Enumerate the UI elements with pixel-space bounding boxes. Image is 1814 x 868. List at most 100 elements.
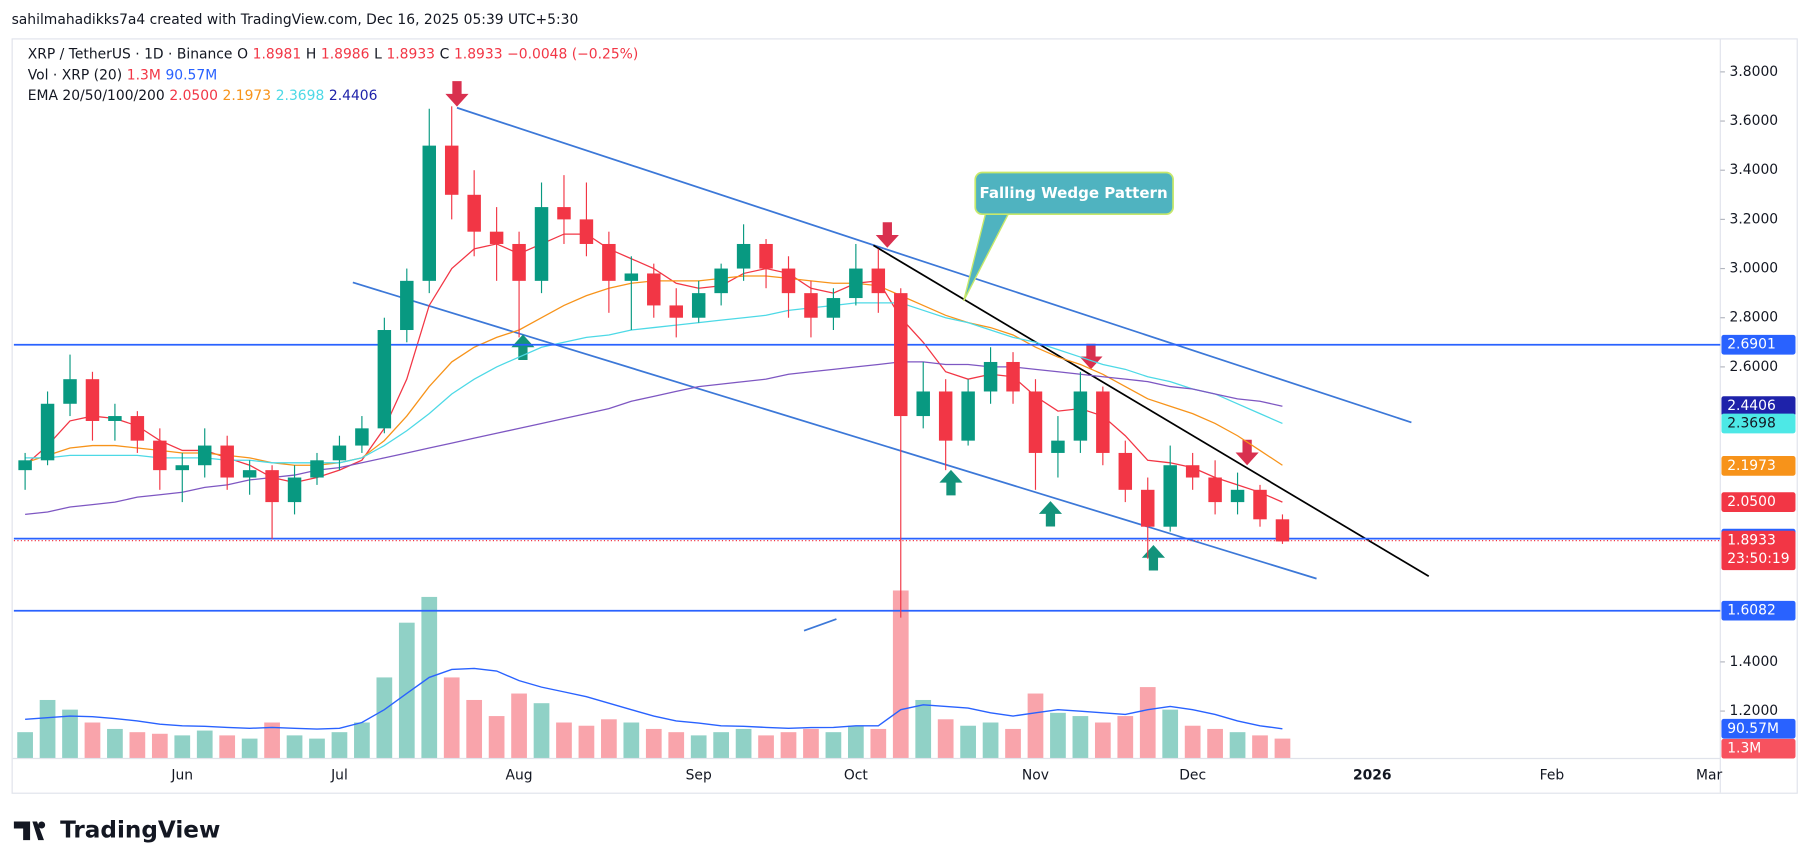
volume-bar	[174, 735, 191, 758]
candle-body	[489, 231, 504, 244]
ohlc-key: H	[306, 47, 316, 63]
legend-row: XRP / TetherUS · 1D · Binance O 1.8981 H 1.8…	[28, 47, 639, 63]
volume-bar	[107, 728, 123, 758]
y-tick-label: 3.4000	[1730, 162, 1779, 178]
volume-bar	[937, 719, 954, 758]
volume-bar	[219, 735, 236, 758]
volume-bar	[1162, 709, 1179, 758]
candle-body	[242, 470, 257, 478]
x-tick-label: Dec	[1179, 767, 1206, 783]
volume-bar	[915, 699, 932, 758]
ema-value: 2.0500	[169, 88, 218, 104]
volume-bar	[780, 732, 797, 758]
price-tag	[1721, 334, 1796, 355]
y-tick-label: 2.8000	[1730, 310, 1779, 326]
y-tick-label: 1.4000	[1730, 654, 1779, 670]
ohlc-key: C	[440, 47, 450, 63]
candle-body	[1006, 361, 1020, 392]
volume-bar	[241, 738, 258, 758]
price-tag	[1721, 413, 1796, 434]
candle-body	[1275, 519, 1290, 542]
price-tag-label: 2.3698	[1727, 415, 1776, 431]
x-tick-label: Feb	[1540, 767, 1565, 783]
candle-body	[130, 416, 145, 441]
volume-bar	[735, 728, 752, 758]
chart-frame	[11, 38, 1798, 794]
candle-body	[444, 145, 459, 195]
ohlc-value: 1.8933	[454, 47, 503, 63]
candle-body	[422, 145, 436, 281]
volume-bar	[466, 699, 483, 758]
candle-body	[602, 243, 616, 281]
price-tag-countdown: 23:50:19	[1727, 551, 1789, 567]
candle-body	[18, 460, 32, 471]
candle-body	[1141, 489, 1155, 527]
candle-body	[669, 305, 683, 318]
callout-text: Falling Wedge Pattern	[980, 184, 1168, 202]
candle-body	[153, 440, 167, 471]
volume-bar	[623, 722, 640, 758]
volume-bar	[151, 733, 168, 758]
candle-body	[377, 330, 392, 429]
x-tick-label: 2026	[1353, 767, 1392, 783]
candle-body	[916, 391, 930, 417]
candle-body	[826, 298, 841, 318]
volume-bar	[825, 732, 842, 758]
ema-line	[25, 302, 1283, 464]
volume-bar	[668, 732, 685, 758]
candle-body	[220, 445, 234, 478]
credit: sahilmahadikks7a4 created with TradingVi…	[12, 12, 579, 28]
volume-bar	[1005, 728, 1021, 758]
pattern-callout: Falling Wedge Pattern	[963, 171, 1174, 302]
x-tick-label: Mar	[1696, 767, 1722, 783]
price-tag-label: 2.6901	[1727, 337, 1776, 353]
y-tick-label: 3.0000	[1730, 261, 1779, 277]
volume-label: Vol · XRP (20)	[28, 67, 122, 83]
volume-bar	[1027, 693, 1044, 758]
price-tag-label: 2.1973	[1727, 458, 1776, 474]
candle-body	[871, 268, 886, 294]
y-tick-label: 1.2000	[1730, 703, 1779, 719]
candle-body	[1185, 465, 1200, 478]
candle-body	[175, 465, 190, 471]
candle-body	[961, 391, 975, 441]
x-tick-label: Oct	[844, 767, 869, 783]
volume-bar	[601, 719, 617, 758]
price-tag-label: 2.4406	[1727, 398, 1776, 414]
volume-bar	[803, 728, 819, 758]
volume-bar	[1094, 722, 1111, 758]
candle-body	[1230, 489, 1245, 503]
footer-logo: TradingView	[13, 817, 220, 843]
volume-bar	[354, 722, 370, 758]
symbol: XRP / TetherUS · 1D · Binance	[28, 47, 233, 63]
volume-ma-line	[25, 667, 1283, 730]
volume-bar	[1117, 716, 1134, 758]
candle-body	[557, 207, 571, 220]
volume-bar	[533, 703, 550, 758]
y-tick-label: 3.8000	[1730, 64, 1779, 80]
ema-value: 2.3698	[276, 88, 325, 104]
ema-line	[25, 361, 1283, 516]
candle-body	[355, 428, 369, 446]
change: −0.0048 (−0.25%)	[507, 47, 638, 63]
volume-bar	[578, 725, 595, 758]
trendlines	[352, 106, 1430, 632]
candle-body	[197, 445, 212, 466]
volume-bar	[376, 677, 393, 758]
callout-box	[974, 171, 1174, 216]
volume-bar	[398, 622, 415, 758]
candle-body	[714, 268, 728, 294]
price-tag-label: 1.6082	[1727, 603, 1776, 619]
y-tick-label: 2.6000	[1730, 359, 1779, 375]
volume-tag	[1721, 718, 1796, 739]
volume-bar	[1050, 712, 1066, 758]
volume-bar	[690, 735, 707, 758]
candle-body	[647, 273, 661, 306]
candle-body	[63, 379, 77, 404]
y-tick-label: 3.6000	[1730, 113, 1779, 129]
ohlc-key: O	[237, 47, 248, 63]
volume-bar	[1139, 687, 1156, 758]
volume-bar	[1072, 716, 1089, 758]
volume-bar	[331, 732, 348, 758]
